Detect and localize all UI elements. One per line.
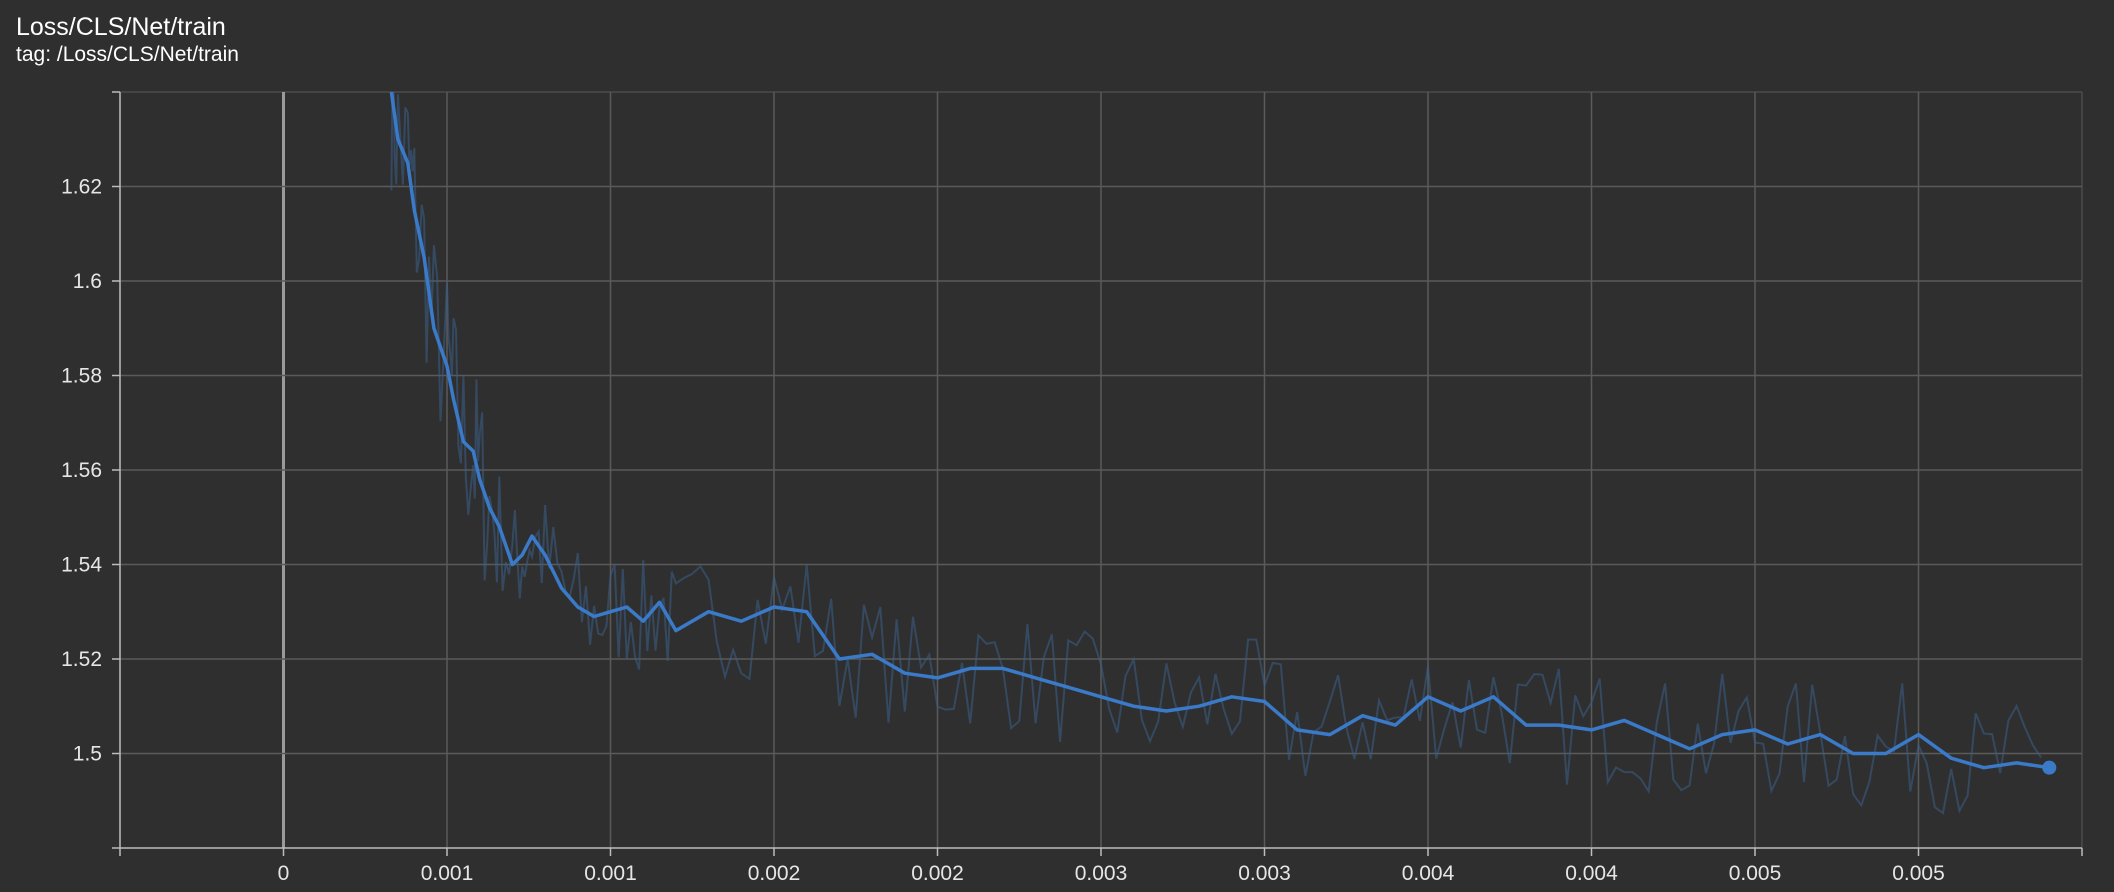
x-tick-labels: 0 0.001 0.001 0.002 0.002 0.003 0.003 0.004 0.00… bbox=[278, 862, 1945, 885]
y-tick-label: 1.52 bbox=[61, 648, 102, 671]
x-tick-label: 0 bbox=[278, 862, 290, 885]
x-tick-label: 0.004 bbox=[1565, 862, 1618, 885]
y-tick-label: 1.62 bbox=[61, 176, 102, 199]
x-tick-label: 0.002 bbox=[748, 862, 801, 885]
raw-series-line bbox=[390, 92, 2042, 815]
grid-lines bbox=[120, 91, 2083, 848]
smoothed-series-layer bbox=[389, 92, 2050, 770]
x-tick-label: 0.001 bbox=[584, 862, 637, 885]
chart-tag: tag: /Loss/CLS/Net/train bbox=[16, 43, 239, 66]
y-tick-label: 1.5 bbox=[73, 743, 102, 766]
y-tick-label: 1.6 bbox=[73, 270, 102, 293]
x-tick-label: 0.004 bbox=[1402, 862, 1455, 885]
y-tick-label: 1.56 bbox=[61, 459, 102, 482]
y-tick-label: 1.54 bbox=[61, 554, 102, 577]
raw-series-layer bbox=[390, 92, 2042, 815]
chart-title: Loss/CLS/Net/train bbox=[16, 13, 226, 41]
x-tick-label: 0.005 bbox=[1729, 862, 1782, 885]
x-tick-label: 0.005 bbox=[1892, 862, 1945, 885]
y-tick-labels: 1.5 1.52 1.54 1.56 1.58 1.6 1.62 bbox=[61, 176, 102, 766]
series-end-point[interactable] bbox=[2042, 760, 2057, 775]
x-tick-label: 0.002 bbox=[911, 862, 964, 885]
x-tick-label: 0.003 bbox=[1238, 862, 1291, 885]
y-tick-label: 1.58 bbox=[61, 365, 102, 388]
x-tick-label: 0.001 bbox=[421, 862, 474, 885]
x-tick-label: 0.003 bbox=[1075, 862, 1128, 885]
axes bbox=[112, 91, 2083, 856]
smoothed-series-line bbox=[389, 92, 2050, 770]
chart-header: Loss/CLS/Net/train tag: /Loss/CLS/Net/tr… bbox=[16, 12, 239, 68]
